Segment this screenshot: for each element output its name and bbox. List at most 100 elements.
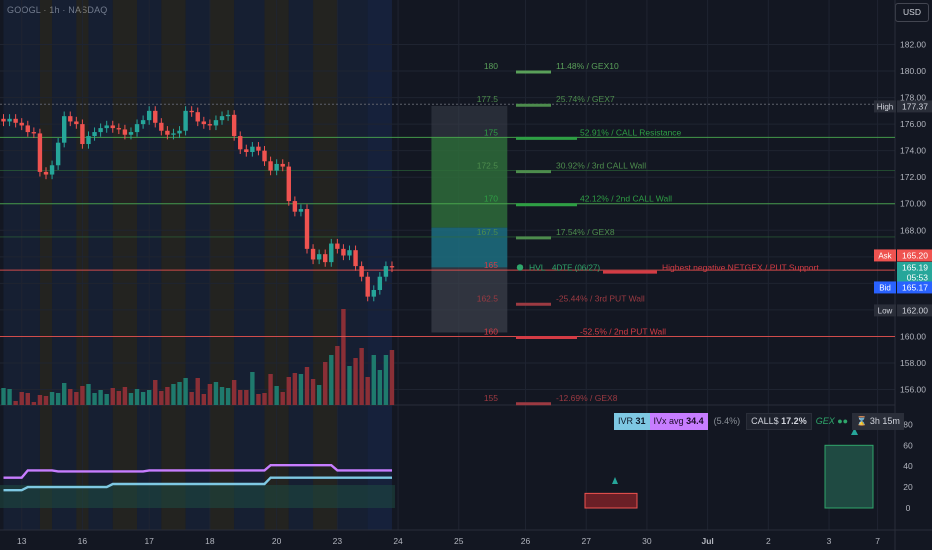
candle: [310, 248, 316, 260]
candle: [195, 112, 200, 122]
long-stop-zone: [431, 267, 508, 333]
bar-countdown: 05:53: [907, 272, 929, 282]
symbol-title[interactable]: GOOGL · 1h · NASDAQ: [7, 5, 108, 15]
gex-strike-label: 180: [484, 61, 498, 71]
candle: [225, 114, 231, 117]
candle: [329, 243, 334, 263]
time-tick-label: 3: [827, 536, 832, 546]
time-tick-label: 20: [272, 536, 282, 546]
volume-bar: [286, 377, 291, 405]
ivr-fill: [0, 485, 395, 508]
volume-bar: [304, 367, 310, 405]
candle: [207, 124, 213, 126]
volume-bar: [359, 348, 364, 405]
time-tick-label: 13: [17, 536, 27, 546]
gex-dot-icon: ●: [837, 416, 843, 426]
volume-bar: [104, 394, 109, 405]
volume-bar: [128, 393, 134, 405]
volume-bar: [31, 402, 37, 405]
timer-value: 3h 15m: [869, 416, 900, 426]
candle: [128, 132, 134, 135]
hvl-label: HVL: [529, 262, 546, 272]
volume-bar: [280, 392, 285, 405]
candle: [62, 116, 67, 143]
iv-tick-label: 40: [903, 461, 913, 471]
volume-bar: [140, 392, 146, 405]
gex-strike-label: 167.5: [477, 227, 499, 237]
gex-label: GEX: [815, 416, 835, 426]
volume-bar: [347, 366, 352, 405]
bid-tag-value: 165.17: [902, 282, 928, 292]
volume-bar: [316, 385, 322, 405]
candle: [49, 165, 55, 175]
volume-bar: [207, 384, 213, 405]
gex-level-label: 52.91% / CALL Resistance: [580, 127, 682, 137]
time-tick-label: 2: [766, 536, 771, 546]
ask-tag-label: Ask: [878, 251, 892, 260]
ivx-change: (5.4%): [713, 416, 741, 426]
volume-bar: [341, 309, 346, 405]
volume-bar: [365, 377, 370, 405]
volume-bar: [389, 350, 395, 405]
volume-bar: [1, 388, 6, 405]
candle: [298, 209, 304, 212]
gex-level-label: 25.74% / GEX7: [556, 94, 615, 104]
price-tick-label: 160.00: [900, 331, 926, 341]
time-tick-label: 26: [521, 536, 531, 546]
volume-bar: [298, 374, 304, 405]
gex-strike-label: 177.5: [477, 94, 499, 104]
price-tick-label: 180.00: [900, 66, 926, 76]
volume-bar: [268, 374, 273, 405]
gex-level-label: -12.69% / GEX8: [556, 393, 618, 403]
candle: [1, 118, 6, 122]
ask-tag-value: 165.20: [902, 250, 928, 260]
volume-bar: [256, 394, 261, 405]
candle: [323, 254, 328, 263]
candle: [80, 124, 85, 145]
candle: [268, 161, 273, 171]
time-tick-label: 17: [144, 536, 154, 546]
hvl-dot-icon: [516, 264, 524, 271]
volume-bar: [49, 392, 55, 405]
ivr-label: IVR: [618, 416, 634, 426]
low-tag-label: Low: [878, 306, 893, 315]
gex-strike-label: 162.5: [477, 293, 499, 303]
ivr-value: 31: [635, 416, 646, 426]
volume-bar: [171, 384, 176, 405]
high-tag-label: High: [877, 102, 893, 111]
gex-level-label: -52.5% / 2nd PUT Wall: [580, 326, 666, 336]
price-tick-label: 168.00: [900, 225, 926, 235]
gex-dot-icon: ●: [842, 416, 849, 426]
iv-tick-label: 60: [903, 440, 913, 450]
volume-bar: [383, 355, 389, 405]
candle: [74, 121, 79, 125]
candle: [92, 132, 97, 137]
price-tick-label: 156.00: [900, 385, 926, 395]
long-profit-zone: [431, 137, 508, 228]
gex-strike-label: 165: [484, 260, 498, 270]
candle: [7, 118, 12, 122]
calls-value: 17.2%: [781, 416, 807, 426]
candle: [347, 250, 352, 256]
candle: [238, 136, 243, 150]
candle: [365, 276, 370, 297]
candle: [140, 120, 146, 125]
time-tick-label: 24: [393, 536, 403, 546]
volume-bar: [13, 401, 18, 405]
high-tag-value: 177.37: [902, 101, 928, 111]
session-band: [288, 0, 314, 530]
long-entry-zone: [431, 227, 508, 268]
high-tag-label-bg: [874, 100, 896, 113]
volume-bar: [122, 387, 128, 405]
volume-bar: [74, 392, 79, 405]
candle: [43, 171, 49, 175]
volume-bar: [201, 394, 207, 405]
volume-bar: [98, 390, 103, 405]
bid-tag-label: Bid: [879, 283, 891, 292]
time-tick-label: 30: [642, 536, 652, 546]
hourglass-icon: ⌛: [856, 416, 868, 426]
time-tick-label: 27: [581, 536, 591, 546]
bid-tag-label-bg: [874, 281, 896, 294]
